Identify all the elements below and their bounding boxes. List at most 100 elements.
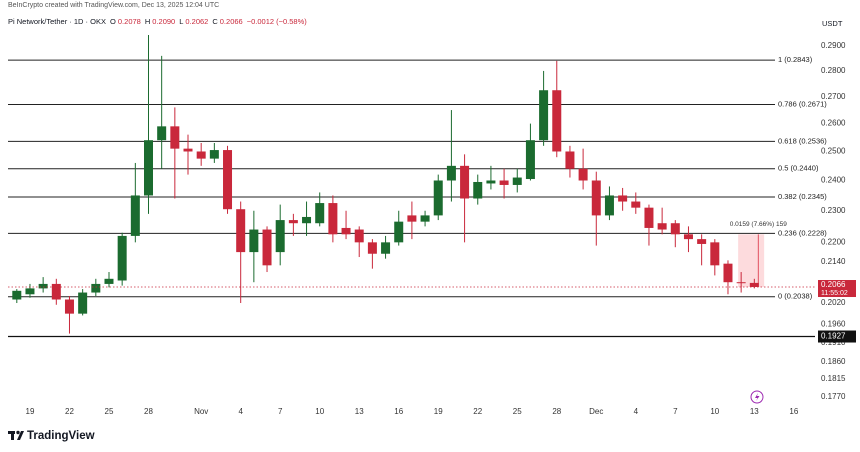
candle-body xyxy=(670,223,680,235)
ohlc-key: C xyxy=(212,17,218,26)
fib-label: 0.618 (0.2536) xyxy=(778,136,827,145)
candle-body xyxy=(657,223,667,230)
candle-body xyxy=(683,234,693,240)
candle-body xyxy=(275,220,285,253)
x-tick-label: Dec xyxy=(589,407,603,416)
y-tick-label: 0.1960 xyxy=(821,320,846,329)
price-badge-label: 0.1927 xyxy=(821,332,846,341)
last-price-badge xyxy=(818,280,856,298)
symbol: Pi Network/Tether · 1D · OKX xyxy=(8,17,106,26)
candle-body xyxy=(446,165,456,181)
candle-body xyxy=(196,151,206,159)
price-badge xyxy=(818,330,856,343)
candle-body xyxy=(552,90,562,152)
candle-body xyxy=(249,229,259,253)
candle-body xyxy=(381,242,391,254)
candle-body xyxy=(499,180,509,185)
ohlc-value: 0.2078 xyxy=(117,17,141,26)
candle-body xyxy=(749,282,759,288)
fib-label: 1 (0.2843) xyxy=(778,55,813,64)
x-tick-label: 16 xyxy=(394,407,403,416)
candle-body xyxy=(130,195,140,236)
ohlc-key: L xyxy=(179,17,184,26)
measure-box xyxy=(738,234,765,288)
fib-label: 0 (0.2038) xyxy=(778,292,813,301)
candle-body xyxy=(486,180,496,184)
y-tick-label: 0.2200 xyxy=(821,237,846,246)
y-tick-label: 0.2300 xyxy=(821,206,846,215)
y-tick-label: 0.1770 xyxy=(821,392,846,401)
x-tick-label: 19 xyxy=(434,407,443,416)
y-tick-label: 0.2800 xyxy=(821,66,846,75)
fib-label: 0.5 (0.2440) xyxy=(778,164,819,173)
candle-body xyxy=(394,221,404,243)
y-tick-label: 0.2700 xyxy=(821,92,846,101)
candle-body xyxy=(539,90,549,141)
candle-body xyxy=(723,263,733,283)
candle-body xyxy=(91,283,101,293)
credit: BeInCrypto created with TradingView.com,… xyxy=(8,2,220,9)
candle-body xyxy=(367,242,377,254)
candle-body xyxy=(512,177,522,185)
candle-body xyxy=(104,278,114,284)
x-tick-label: 10 xyxy=(315,407,324,416)
candle-body xyxy=(12,290,22,300)
candle-body xyxy=(288,220,298,224)
candle-body xyxy=(328,203,338,235)
candle-body xyxy=(302,216,312,224)
x-tick-label: Nov xyxy=(194,407,208,416)
candle-body xyxy=(341,227,351,235)
candle-body xyxy=(525,140,535,180)
candle-body xyxy=(38,283,48,289)
candle-body xyxy=(473,181,483,199)
candle-body xyxy=(25,288,35,295)
candle-body xyxy=(644,207,654,228)
y-tick-label: 0.2020 xyxy=(821,298,846,307)
y-tick-label: 0.2900 xyxy=(821,41,846,50)
candle-body xyxy=(117,235,127,281)
x-tick-label: 25 xyxy=(105,407,114,416)
candle-body xyxy=(736,282,746,284)
ohlc-value: 0.2066 xyxy=(219,17,243,26)
candle-body xyxy=(315,203,325,224)
ohlc-key: O xyxy=(110,17,116,26)
x-tick-label: 19 xyxy=(26,407,35,416)
y-tick-label: 0.1815 xyxy=(821,374,846,383)
ohlc-key: H xyxy=(144,17,151,26)
x-tick-label: 4 xyxy=(634,407,639,416)
candle-body xyxy=(697,239,707,244)
fib-label: 0.786 (0.2671) xyxy=(778,99,827,108)
brand-logo xyxy=(8,430,24,440)
change: −0.0012 (−0.58%) xyxy=(246,17,307,26)
fib-label: 0.236 (0.2228) xyxy=(778,228,827,237)
x-tick-label: 13 xyxy=(750,407,759,416)
candle-body xyxy=(209,150,219,159)
y-tick-label: 0.2500 xyxy=(821,147,846,156)
candle-body xyxy=(262,229,272,266)
last-price-label: 0.2066 xyxy=(821,280,846,289)
candle-body xyxy=(631,201,641,208)
candle-body xyxy=(51,283,61,300)
ohlc-value: 0.2090 xyxy=(152,17,176,26)
candle-body xyxy=(236,209,246,253)
candle-body xyxy=(157,126,167,141)
candle-body xyxy=(433,180,443,216)
countdown: 11:55:02 xyxy=(821,290,848,297)
y-tick-label: 0.2600 xyxy=(821,119,846,128)
y-tick-label: 0.2400 xyxy=(821,176,846,185)
candle-body xyxy=(78,292,88,314)
alert-icon xyxy=(750,390,764,404)
legend-header: Pi Network/Tether · 1D · OKX O 0.2078 H 0.2… xyxy=(8,17,311,26)
fib-label: 0.382 (0.2345) xyxy=(778,192,827,201)
candle-body xyxy=(460,165,470,199)
x-tick-label: 22 xyxy=(473,407,482,416)
currency: USDT xyxy=(822,19,843,28)
x-tick-label: 4 xyxy=(238,407,243,416)
x-tick-label: 7 xyxy=(278,407,283,416)
x-tick-label: 7 xyxy=(673,407,678,416)
x-tick-label: 22 xyxy=(65,407,74,416)
x-tick-label: 25 xyxy=(513,407,522,416)
candle-body xyxy=(618,195,628,202)
candle-body xyxy=(407,215,417,222)
